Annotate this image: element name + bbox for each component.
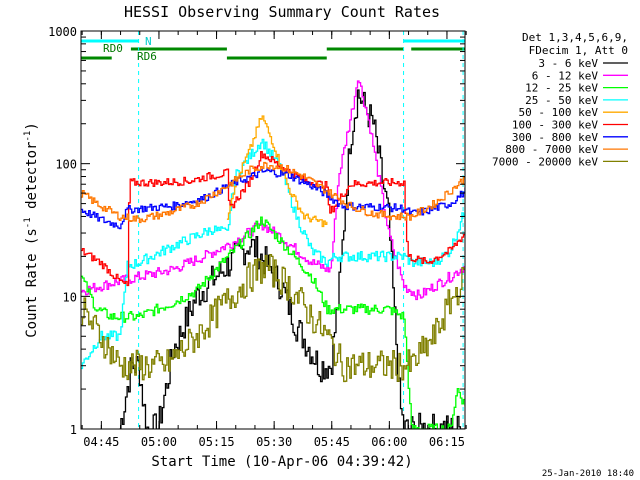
footer-timestamp: 25-Jan-2010 18:40: [542, 469, 634, 479]
x-axis-label: Start Time (10-Apr-06 04:39:42): [151, 454, 412, 470]
series-line-8: [81, 253, 465, 383]
x-tick-label: 04:45: [83, 435, 119, 449]
x-tick-label: 05:15: [198, 435, 234, 449]
y-tick-label: 1: [70, 423, 77, 437]
y-tick-label: 100: [55, 158, 77, 172]
x-tick-label: 06:15: [429, 435, 465, 449]
axes: 04:45 05:00 05:15 05:30 05:45 06:00 06:15 1 10 10…: [48, 25, 467, 449]
x-tick-label: 06:00: [371, 435, 407, 449]
legend-entry-label: 7000 - 20000 keV: [492, 155, 598, 168]
legend-entry-label: 25 - 50 keV: [525, 94, 598, 107]
series-line-2: [81, 216, 465, 429]
plot-frame: [80, 30, 466, 430]
series-line-0: [119, 89, 465, 429]
series-line-7: [81, 161, 465, 224]
x-tick-label: 05:00: [141, 435, 177, 449]
legend-entry-label: 3 - 6 keV: [538, 57, 598, 70]
series-line-6: [81, 168, 465, 230]
flag-label-rd0: RD0: [103, 42, 123, 55]
legend-entry-label: 50 - 100 keV: [519, 106, 599, 119]
series-line-3: [81, 138, 465, 370]
legend-entry-label: 12 - 25 keV: [525, 82, 598, 95]
legend: Det 1,3,4,5,6,9,FDecim 1, Att 03 - 6 keV…: [492, 31, 628, 168]
chart-title: HESSI Observing Summary Count Rates: [124, 3, 440, 21]
legend-entry-label: 300 - 800 keV: [512, 131, 598, 144]
legend-entry-label: 100 - 300 keV: [512, 119, 598, 132]
y-axis-label: Count Rate (s-1 detector-1): [23, 122, 40, 338]
series-lines: [81, 80, 465, 429]
legend-entry-label: 800 - 7000 keV: [505, 143, 598, 156]
flag-label-night: N: [145, 35, 152, 48]
x-tick-label: 05:30: [256, 435, 292, 449]
series-line-4: [226, 115, 328, 228]
legend-header-line: Det 1,3,4,5,6,9,: [522, 31, 628, 44]
attenuator-state-flags: [81, 39, 465, 60]
y-tick-label: 10: [63, 290, 77, 304]
legend-entry-label: 6 - 12 keV: [532, 69, 599, 82]
x-tick-label: 05:45: [314, 435, 350, 449]
dashed-time-markers: [138, 31, 464, 429]
y-tick-label: 1000: [48, 25, 77, 39]
flag-label-rd6: RD6: [137, 50, 157, 63]
series-line-5: [81, 151, 465, 287]
legend-header-line: FDecim 1, Att 0: [529, 44, 628, 57]
